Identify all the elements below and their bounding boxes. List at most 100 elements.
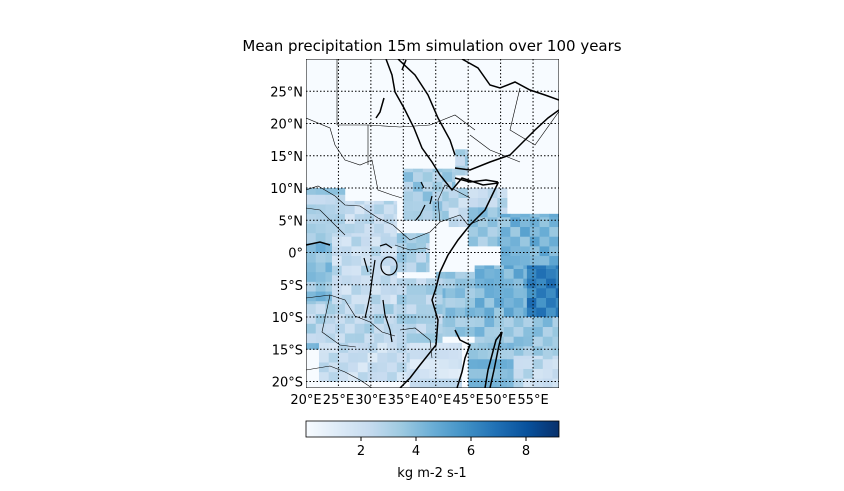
precip-cell (458, 217, 469, 228)
precip-cell (354, 304, 365, 315)
precip-cell (406, 333, 417, 344)
precip-cell (432, 191, 443, 202)
precip-cell (542, 346, 553, 357)
precip-cell (354, 204, 365, 215)
precip-cell (445, 297, 456, 308)
precip-cell (416, 284, 427, 295)
precip-cell (497, 368, 508, 379)
precip-cell (419, 349, 430, 360)
precip-cell (539, 255, 550, 266)
precip-cell (533, 355, 544, 360)
precip-cell (552, 346, 559, 357)
precip-cell (458, 378, 462, 388)
precip-cell (306, 339, 317, 350)
precip-cell (338, 342, 349, 353)
precip-cell (477, 236, 488, 247)
precip-cell (351, 236, 362, 247)
precip-cell (383, 313, 394, 324)
precip-cell (325, 291, 333, 302)
precip-cell (464, 165, 469, 176)
precip-cell (403, 210, 414, 221)
precip-cell (520, 217, 531, 228)
precip-cell (315, 242, 326, 253)
precip-cell (331, 284, 342, 295)
precip-cell (328, 352, 339, 363)
precip-cell (455, 271, 466, 279)
precip-cell (487, 378, 498, 388)
precip-cell (474, 326, 485, 337)
precip-cell (529, 226, 540, 237)
precip-cell (351, 275, 362, 286)
precip-cell (442, 181, 453, 192)
precip-cell (306, 213, 317, 224)
precip-cell (435, 323, 443, 334)
precip-cell (458, 197, 469, 208)
precip-cell (474, 297, 485, 308)
precip-cell (549, 246, 559, 257)
x-tick-label: 50°E (485, 393, 516, 408)
precip-cell (468, 188, 479, 198)
precip-cell (315, 313, 326, 324)
precip-cell (523, 297, 527, 308)
precip-cell (409, 358, 420, 369)
precip-cell (364, 200, 375, 205)
precip-cell (435, 271, 446, 279)
precip-cell (383, 333, 394, 344)
precip-cell (315, 252, 326, 263)
precip-cell (487, 358, 498, 369)
precip-cell (413, 181, 424, 192)
precip-cell (306, 323, 317, 334)
precip-cell (513, 368, 524, 379)
precip-cell (426, 242, 430, 253)
precip-cell (468, 236, 479, 247)
precip-cell (361, 236, 372, 247)
precip-cell (435, 284, 443, 295)
precip-cell (315, 204, 326, 215)
precip-cell (432, 210, 443, 221)
precip-cell (445, 278, 456, 289)
precip-cell (393, 223, 398, 234)
precip-cell (380, 294, 391, 305)
precip-cell (542, 378, 553, 388)
precip-cell (315, 271, 326, 282)
precip-cell (331, 246, 342, 257)
precip-cell (464, 317, 475, 328)
precip-cell (331, 236, 342, 247)
precip-cell (533, 336, 544, 347)
precip-cell (374, 200, 385, 205)
precip-cell (542, 355, 553, 360)
precip-cell (455, 288, 466, 298)
precip-cell (526, 307, 537, 318)
precip-cell (393, 333, 398, 344)
precip-cell (419, 358, 430, 369)
precip-cell (455, 149, 466, 157)
precip-cell (523, 326, 534, 337)
precip-cell (455, 165, 466, 176)
precip-cell (507, 368, 514, 379)
precip-cell (507, 349, 514, 360)
precip-cell (426, 294, 437, 305)
precip-cell (380, 265, 391, 276)
precip-cell (500, 217, 511, 228)
precip-cell (406, 242, 417, 253)
precip-cell (484, 288, 495, 298)
map-gridlines (306, 59, 559, 388)
precip-cell (513, 268, 524, 279)
precip-cell (513, 358, 524, 369)
precip-cell (348, 342, 359, 353)
precip-cell (513, 297, 524, 308)
precip-cell (487, 236, 498, 247)
precip-cell (513, 336, 524, 347)
precip-cell (396, 262, 407, 273)
precip-cell (526, 278, 537, 289)
precip-cell (448, 368, 459, 379)
precip-cell (364, 333, 375, 344)
precip-cell (367, 342, 378, 353)
precip-cell (513, 307, 524, 318)
precip-cell (438, 378, 450, 388)
x-tick-label: 30°E (355, 393, 386, 408)
lakes (363, 181, 433, 343)
precip-cell (549, 255, 559, 266)
precip-cell (523, 346, 534, 357)
precip-cell (474, 317, 485, 328)
